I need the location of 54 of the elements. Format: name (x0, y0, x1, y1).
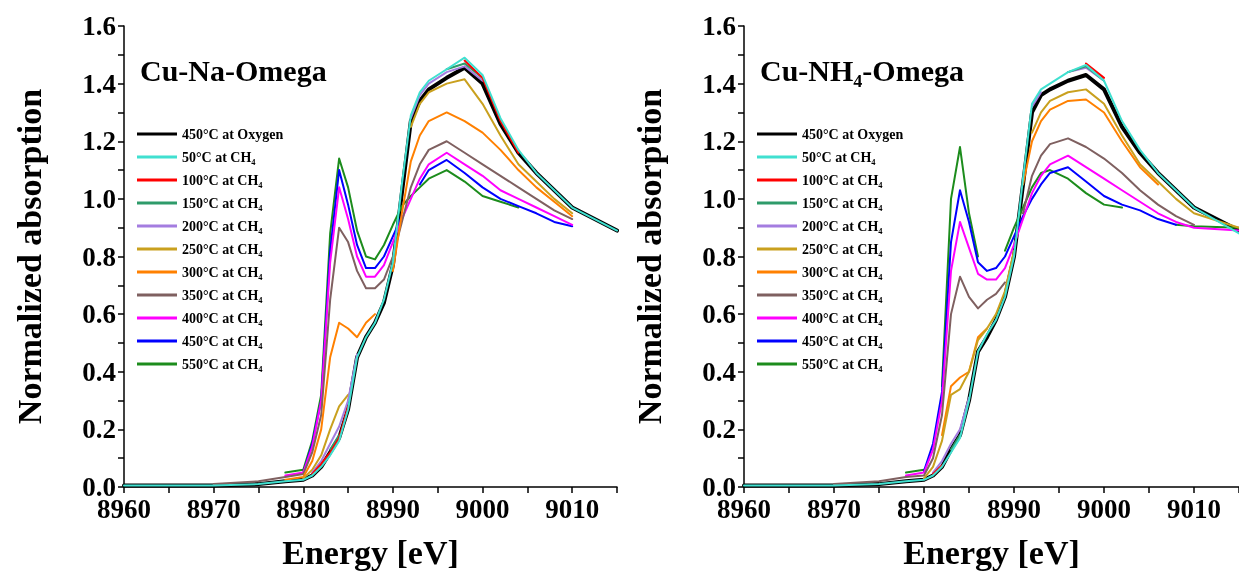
y-tick-label: 0.6 (701, 299, 736, 330)
x-tick-label: 8990 (986, 493, 1041, 524)
legend-label: 200°C at CH₄ (801, 218, 883, 234)
y-tick-label: 0.2 (82, 414, 116, 445)
legend-label: 350°C at CH₄ (182, 287, 264, 303)
y-tick-label: 1.0 (701, 183, 736, 214)
x-tick-label: 8980 (896, 493, 951, 524)
y-tick-label: 1.6 (701, 11, 736, 41)
legend-label: 250°C at CH₄ (182, 241, 264, 257)
x-tick-label: 9000 (455, 493, 510, 524)
legend-label: 300°C at CH₄ (801, 264, 883, 280)
y-tick-label: 1.2 (701, 126, 736, 157)
x-tick-label: 8970 (806, 493, 861, 524)
legend-label: 50°C at CH₄ (182, 149, 257, 165)
y-tick-label: 0.8 (701, 241, 736, 272)
legend-label: 100°C at CH₄ (801, 172, 883, 188)
x-axis-title: Energy [eV] (282, 533, 459, 571)
legend-label: 100°C at CH₄ (182, 172, 264, 188)
x-tick-label: 9010 (545, 493, 600, 524)
legend-label: 150°C at CH₄ (801, 195, 883, 211)
y-axis-title: Normalized absorption (10, 88, 48, 425)
legend-label: 450°C at CH₄ (801, 333, 883, 349)
legend-label: 150°C at CH₄ (182, 195, 264, 211)
text: Cu-Na-Omega (140, 53, 327, 87)
y-tick-label: 0.8 (82, 241, 116, 272)
y-tick-label: 0.4 (701, 356, 736, 387)
legend-label: 450°C at Oxygen (182, 126, 284, 142)
x-tick-label: 8990 (365, 493, 420, 524)
y-tick-label: 1.4 (82, 68, 116, 99)
y-tick-label: 1.2 (82, 126, 116, 157)
y-tick-label: 1.4 (701, 68, 736, 99)
legend-label: 450°C at Oxygen (801, 126, 903, 142)
y-tick-label: 0.6 (82, 299, 116, 330)
y-tick-label: 1.0 (82, 183, 116, 214)
y-tick-label: 1.6 (82, 11, 116, 41)
legend-label: 250°C at CH₄ (801, 241, 883, 257)
text: Cu-NH₄-Omega (759, 53, 964, 87)
x-tick-label: 9000 (1076, 493, 1131, 524)
x-tick-label: 8970 (186, 493, 241, 524)
x-tick-label: 9010 (1166, 493, 1221, 524)
legend-label: 50°C at CH₄ (801, 149, 876, 165)
y-tick-label: 0.2 (701, 414, 736, 445)
legend-label: 400°C at CH₄ (801, 310, 883, 326)
legend-label: 300°C at CH₄ (182, 264, 264, 280)
legend-label: 350°C at CH₄ (801, 287, 883, 303)
y-axis-title: Normalized absorption (630, 88, 667, 425)
legend-label: 200°C at CH₄ (182, 218, 264, 234)
legend-label: 450°C at CH₄ (182, 333, 264, 349)
legend-label: 550°C at CH₄ (801, 356, 883, 372)
x-tick-label: 8980 (276, 493, 331, 524)
x-axis-title: Energy [eV] (902, 533, 1080, 571)
legend-label: 400°C at CH₄ (182, 310, 264, 326)
legend-label: 550°C at CH₄ (182, 356, 264, 372)
y-tick-label: 0.4 (82, 356, 116, 387)
